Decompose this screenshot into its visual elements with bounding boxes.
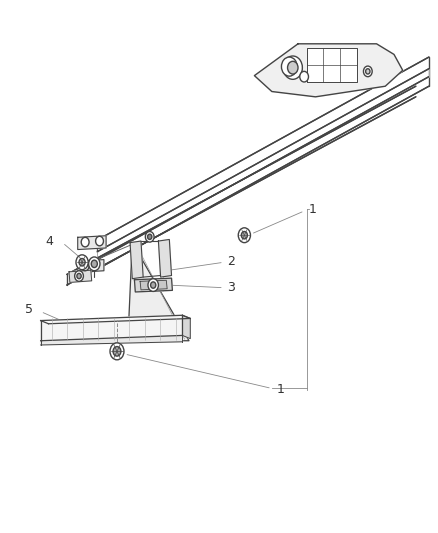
Polygon shape <box>41 316 182 341</box>
Polygon shape <box>67 86 415 285</box>
Polygon shape <box>182 316 190 338</box>
Circle shape <box>283 56 302 79</box>
Text: 4: 4 <box>45 235 53 247</box>
Circle shape <box>241 231 247 239</box>
Circle shape <box>110 343 124 360</box>
Circle shape <box>281 57 297 76</box>
Polygon shape <box>41 335 182 345</box>
Polygon shape <box>69 270 92 282</box>
Circle shape <box>81 261 89 271</box>
Polygon shape <box>134 278 172 292</box>
Circle shape <box>79 259 85 266</box>
Circle shape <box>363 66 371 77</box>
Polygon shape <box>41 316 190 324</box>
Circle shape <box>81 237 89 247</box>
Circle shape <box>74 271 83 281</box>
Circle shape <box>91 260 97 268</box>
Polygon shape <box>78 236 106 249</box>
Circle shape <box>88 257 100 271</box>
Circle shape <box>113 346 120 356</box>
Polygon shape <box>97 77 428 269</box>
Circle shape <box>238 228 250 243</box>
Polygon shape <box>140 280 167 290</box>
Circle shape <box>150 282 155 288</box>
Circle shape <box>299 71 308 82</box>
Circle shape <box>148 279 158 292</box>
Polygon shape <box>78 260 104 272</box>
Circle shape <box>365 69 369 74</box>
Circle shape <box>95 236 103 246</box>
Polygon shape <box>158 239 171 277</box>
Text: 2: 2 <box>227 255 235 268</box>
Circle shape <box>287 61 297 74</box>
Circle shape <box>76 255 88 270</box>
Text: 1: 1 <box>276 383 283 396</box>
Polygon shape <box>97 57 428 252</box>
Text: 1: 1 <box>308 203 316 216</box>
Circle shape <box>147 234 152 239</box>
Text: 3: 3 <box>227 281 235 294</box>
Circle shape <box>77 273 81 279</box>
Polygon shape <box>130 241 143 279</box>
Polygon shape <box>127 243 188 341</box>
Polygon shape <box>254 44 402 97</box>
Polygon shape <box>306 47 356 82</box>
Text: 5: 5 <box>25 303 33 317</box>
Circle shape <box>145 231 154 242</box>
